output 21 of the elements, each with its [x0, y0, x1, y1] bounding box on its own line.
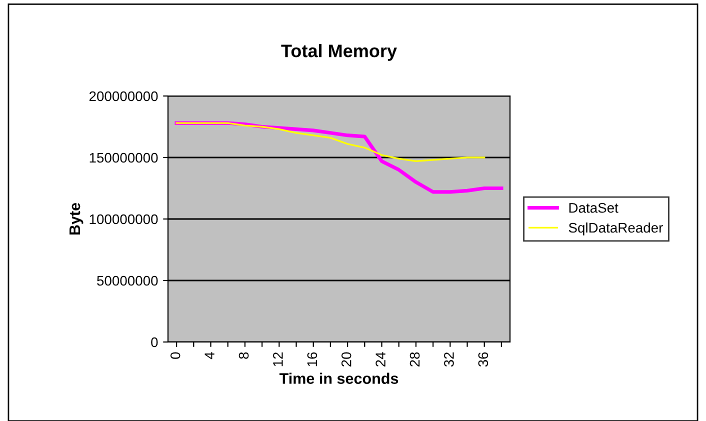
x-tick-label: 16 — [307, 352, 318, 366]
x-tick-label: 32 — [444, 352, 454, 367]
legend-label: SqlDataReader — [568, 222, 663, 236]
x-axis-title: Time in seconds — [279, 372, 398, 384]
x-tick-label: 20 — [341, 352, 352, 366]
y-axis-title: Byte — [70, 202, 84, 235]
x-tick-label: 28 — [410, 352, 420, 366]
line-series — [176, 122, 486, 162]
x-tick-label: 0 — [170, 352, 180, 359]
y-tick-label: 0 — [151, 337, 158, 348]
x-tick-label: 8 — [238, 352, 249, 359]
legend-label: DataSet — [569, 202, 618, 213]
y-tick-label: 200000000 — [89, 91, 158, 102]
x-tick-label: 24 — [376, 352, 386, 366]
x-tick-label: 12 — [273, 352, 283, 366]
x-tick-label: 4 — [204, 352, 214, 360]
x-tick-label: 36 — [478, 352, 488, 367]
y-tick-label: 100000000 — [90, 214, 158, 224]
y-tick-label: 150000000 — [90, 152, 158, 163]
y-tick-label: 50000000 — [97, 276, 158, 286]
chart-title: Total Memory — [281, 44, 397, 61]
